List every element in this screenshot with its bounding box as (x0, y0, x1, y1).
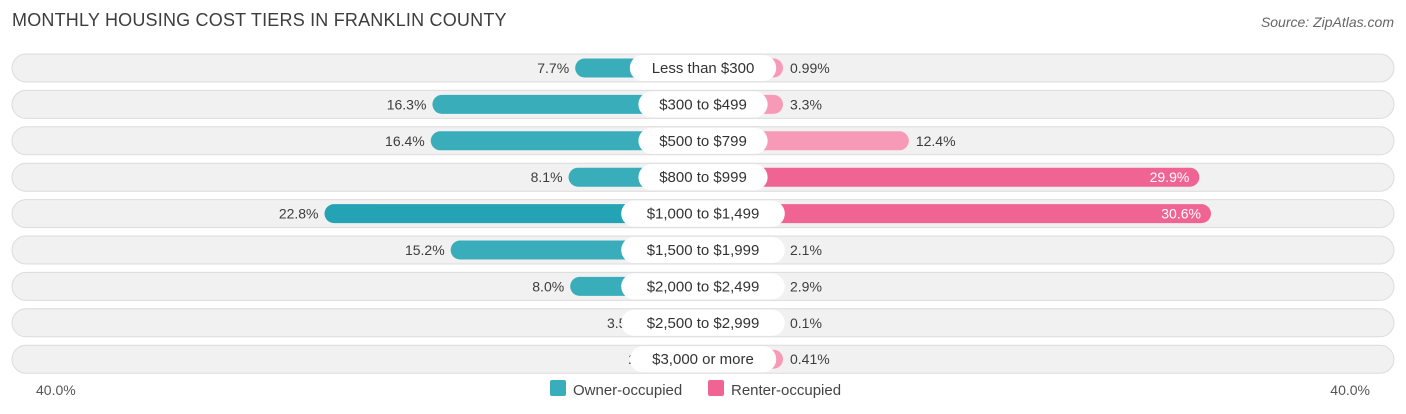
legend-renter-label: Renter-occupied (731, 382, 841, 399)
legend: Owner-occupied Renter-occupied (550, 380, 841, 399)
chart-source: Source: ZipAtlas.com (1260, 14, 1394, 30)
category-label: $800 to $999 (659, 169, 747, 186)
category-pill (638, 127, 768, 154)
category-pill (638, 164, 768, 191)
legend-owner-label: Owner-occupied (573, 382, 682, 399)
category-pill (629, 55, 777, 81)
owner-value-label: 8.0% (532, 278, 564, 294)
renter-value-label: 2.1% (790, 242, 822, 258)
category-label: Less than $300 (652, 60, 755, 77)
renter-value-label: 2.9% (790, 278, 822, 294)
category-label: $300 to $499 (659, 96, 747, 113)
owner-bar (324, 204, 703, 224)
owner-bar (432, 94, 703, 114)
owner-bar (430, 131, 703, 151)
legend-owner-swatch (550, 380, 566, 396)
renter-value-label: 3.3% (790, 96, 822, 112)
renter-value-label: 0.99% (790, 60, 830, 76)
owner-value-label: 16.4% (385, 133, 425, 149)
owner-value-label: 22.8% (279, 206, 319, 222)
category-pill (638, 91, 768, 118)
owner-value-label: 16.3% (387, 96, 427, 112)
renter-bar (703, 167, 1200, 187)
category-pill (621, 273, 785, 300)
owner-value-label: 15.2% (405, 242, 445, 258)
owner-value-label: 7.7% (537, 60, 569, 76)
category-label: $2,500 to $2,999 (647, 315, 760, 332)
category-pill (629, 346, 777, 373)
owner-value-label: 8.1% (531, 169, 563, 185)
category-label: $2,000 to $2,499 (647, 278, 760, 295)
category-label: $3,000 or more (652, 351, 754, 368)
legend-renter-swatch (708, 380, 724, 396)
axis-left-label: 40.0% (36, 382, 76, 398)
chart-title: MONTHLY HOUSING COST TIERS IN FRANKLIN C… (12, 10, 507, 30)
category-pill (621, 200, 785, 227)
renter-value-label: 12.4% (916, 133, 956, 149)
category-label: $1,000 to $1,499 (647, 206, 760, 223)
category-pill (621, 309, 785, 336)
renter-value-label: 29.9% (1150, 169, 1190, 185)
category-label: $1,500 to $1,999 (647, 242, 760, 259)
category-pill (621, 237, 785, 263)
renter-value-label: 0.41% (790, 351, 830, 367)
axis-right-label: 40.0% (1330, 382, 1370, 398)
renter-value-label: 0.1% (790, 315, 822, 331)
category-label: $500 to $799 (659, 133, 747, 150)
renter-value-label: 30.6% (1161, 206, 1201, 222)
renter-bar (703, 204, 1211, 224)
